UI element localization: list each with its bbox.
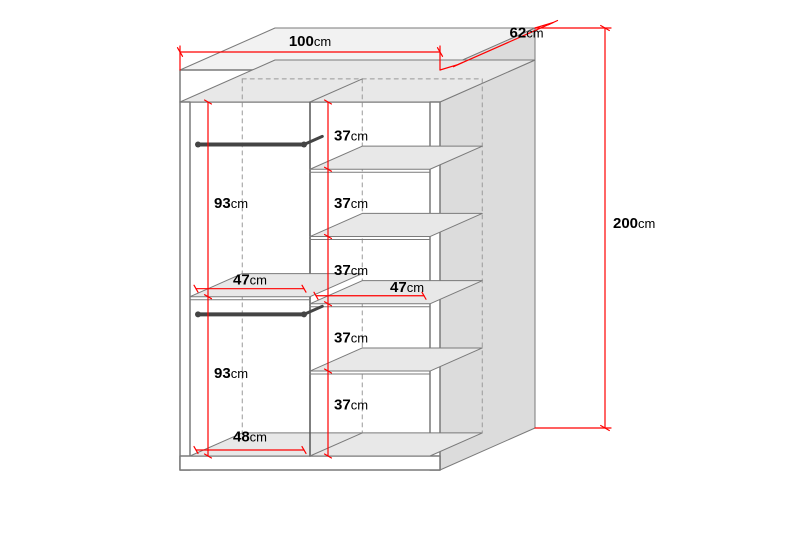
wardrobe-dimension-diagram: 100cm 62cm 200cm 93cm 93cm 47cm 48cm 37cm 37cm 37… xyxy=(0,0,800,533)
svg-text:37cm: 37cm xyxy=(334,195,368,212)
svg-text:37cm: 37cm xyxy=(334,329,368,346)
svg-text:48cm: 48cm xyxy=(233,429,267,446)
svg-text:93cm: 93cm xyxy=(214,195,248,212)
svg-text:62cm: 62cm xyxy=(510,25,544,42)
svg-text:47cm: 47cm xyxy=(390,279,424,296)
svg-text:37cm: 37cm xyxy=(334,397,368,414)
svg-text:93cm: 93cm xyxy=(214,365,248,382)
svg-text:37cm: 37cm xyxy=(334,128,368,145)
svg-text:37cm: 37cm xyxy=(334,262,368,279)
svg-text:200cm: 200cm xyxy=(613,215,655,232)
svg-text:47cm: 47cm xyxy=(233,272,267,289)
svg-text:100cm: 100cm xyxy=(289,33,331,50)
